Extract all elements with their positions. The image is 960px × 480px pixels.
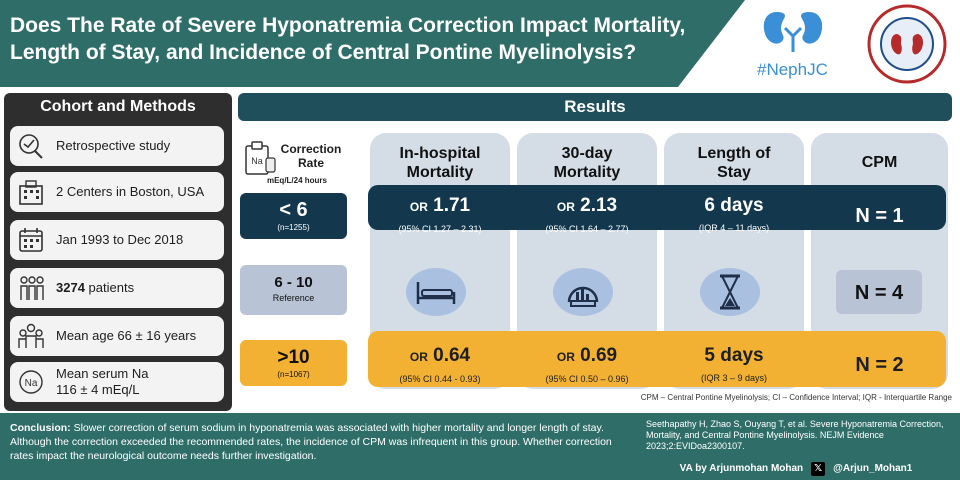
or-prefix: OR [409,350,428,364]
lab-report-icon: Na [245,141,276,175]
cohort-item-design: Retrospective study [10,126,224,166]
ci-text: (95% CI 0.44 - 0.93) [399,374,481,384]
ci-text: (95% CI 1.27 – 2.31) [398,224,482,234]
citation: Seethapathy H, Zhao S, Ouyang T, et al. … [632,413,960,457]
nephjc-hashtag: #NephJC [757,60,828,79]
rate-fast: >10 (n=1067) [240,340,347,386]
study-design-icon [19,134,43,159]
los-value: 6 days [704,195,764,216]
credits-bar: VA by Arjunmohan Mohan 𝕏 @Arjun_Mohan1 [632,457,960,480]
hospital-icon [19,180,43,205]
column-header: 30-day Mortality [553,145,621,181]
rate-slow: < 6 (n=1255) [240,193,347,239]
correction-rate-label: Correction Rate [280,142,342,170]
result-cell: OR 0.69 (95% CI 0.50 – 0.96) [517,345,657,385]
rate-value: >10 [277,347,310,368]
or-value: 0.69 [580,345,618,366]
icon-circle [700,268,760,316]
rate-reference: 6 - 10 Reference [240,265,347,315]
result-cell: 5 days (IQR 3 – 9 days) [664,345,804,384]
ci-text: (IQR 4 – 11 days) [698,223,770,233]
icon-circle [553,268,613,316]
cohort-item-text: Mean serum Na 116 ± 4 mEq/L [56,366,148,398]
cohort-item-text: 3274 patients [56,280,134,296]
column-header: In-hospital Mortality [399,145,481,181]
logo-area: #NephJC [745,0,960,87]
rate-value: 6 - 10 [274,274,313,291]
patient-count: 3274 [56,280,85,295]
cohort-item-sodium: Na Mean serum Na 116 ± 4 mEq/L [10,362,224,402]
rate-n: Reference [272,293,315,303]
calendar-icon [19,228,43,252]
rate-n: (n=1255) [277,223,310,232]
column-header: Length of Stay [697,145,771,181]
people-icon [18,323,44,348]
page-title: Does The Rate of Severe Hyponatremia Cor… [10,14,686,64]
results-row-fast [368,331,946,387]
sodium-line1: Mean serum Na [56,366,149,381]
result-cell: OR 1.71 (95% CI 1.27 – 2.31) [370,195,510,235]
or-prefix: OR [409,200,428,214]
svg-text:Na: Na [251,156,263,166]
correction-rate-unit: mEq/L/24 hours [266,176,327,185]
results-row-slow [368,185,946,230]
ci-text: (95% CI 0.50 – 0.96) [545,374,629,384]
kidney-logo-icon [763,12,823,52]
cohort-item-text: Jan 1993 to Dec 2018 [56,232,184,247]
cohort-heading: Cohort and Methods [40,98,196,115]
cpm-value: N = 1 [855,205,904,227]
rate-value: < 6 [279,199,308,221]
sodium-icon: Na [19,370,43,394]
cpm-reference-box [836,270,922,314]
result-cell: OR 2.13 (95% CI 1.64 – 2.77) [517,195,657,235]
icon-circle [406,268,466,316]
result-cell: 6 days (IQR 4 – 11 days) [664,195,804,234]
monitor-chart-icon [567,286,599,307]
patients-icon [20,276,44,300]
conclusion-box: Conclusion: Slower correction of serum s… [0,413,632,480]
or-value: 1.71 [433,195,471,216]
x-handle[interactable]: @Arjun_Mohan1 [833,463,913,474]
or-value: 0.64 [433,345,471,366]
abbreviations: CPM – Central Pontine Myelinolysis; CI –… [640,393,952,402]
sodium-line2: 116 ± 4 mEq/L [56,382,140,397]
svg-text:Na: Na [25,378,38,389]
patient-label: patients [88,280,135,295]
ci-text: (95% CI 1.64 – 2.77) [545,224,629,234]
hospital-bed-icon [416,282,456,304]
va-credit: VA by Arjunmohan Mohan [679,463,804,474]
x-logo-icon: 𝕏 [811,461,826,476]
nephrology-seal-icon [867,4,947,84]
los-value: 5 days [704,345,764,366]
cohort-item-patients: 3274 patients [10,268,224,308]
cohort-item-age: Mean age 66 ± 16 years [10,316,224,356]
ci-text: (IQR 3 – 9 days) [700,373,768,383]
or-value: 2.13 [580,195,618,216]
hourglass-icon [720,274,740,310]
cohort-item-period: Jan 1993 to Dec 2018 [10,220,224,260]
conclusion-text: Slower correction of serum sodium in hyp… [10,422,612,462]
cohort-item-text: 2 Centers in Boston, USA [56,184,205,199]
cpm-value: N = 4 [854,282,904,304]
cohort-item-centers: 2 Centers in Boston, USA [10,172,224,212]
results-heading: Results [238,93,952,121]
cohort-item-text: Retrospective study [56,138,171,153]
column-header: CPM [861,154,898,171]
result-cell: OR 0.64 (95% CI 0.44 - 0.93) [370,345,510,385]
or-prefix: OR [556,350,575,364]
cpm-value: N = 2 [855,354,904,376]
header-banner [0,0,745,87]
or-prefix: OR [556,200,575,214]
conclusion-label: Conclusion: [10,422,71,434]
rate-n: (n=1067) [277,370,310,379]
cohort-item-text: Mean age 66 ± 16 years [56,328,197,343]
